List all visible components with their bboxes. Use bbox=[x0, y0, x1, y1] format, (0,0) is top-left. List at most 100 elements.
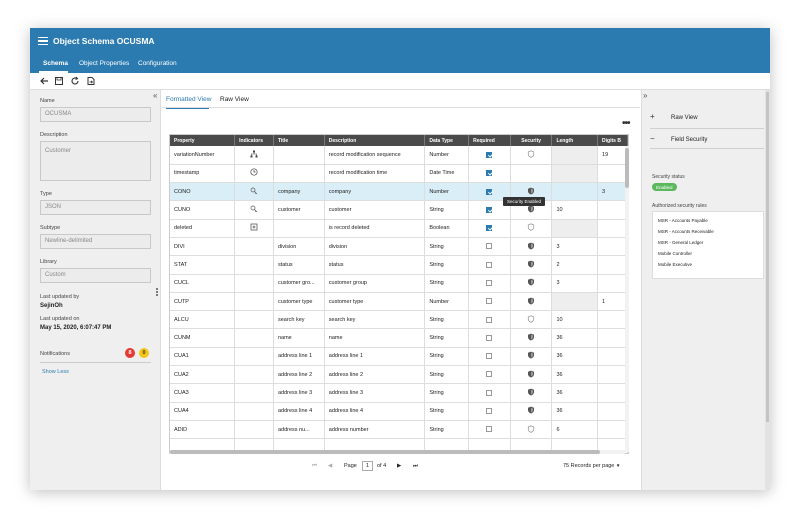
cell-digits[interactable]: 3 bbox=[597, 182, 628, 202]
cell-digits[interactable] bbox=[597, 237, 628, 257]
cell-data-type[interactable]: String bbox=[424, 383, 470, 403]
back-arrow-icon[interactable] bbox=[39, 76, 49, 86]
cell-title[interactable] bbox=[273, 219, 325, 238]
cell-property[interactable]: DIVI bbox=[170, 237, 236, 257]
cell-description[interactable]: record modification time bbox=[324, 164, 426, 184]
col-header-title[interactable]: Title bbox=[273, 135, 325, 146]
tab-schema[interactable]: Schema bbox=[43, 60, 68, 67]
cell-title[interactable]: address nu... bbox=[273, 420, 325, 440]
cell-data-type[interactable]: String bbox=[424, 310, 470, 330]
panel-scrollbar[interactable] bbox=[765, 90, 770, 490]
cell-description[interactable]: address line 1 bbox=[324, 347, 426, 367]
cell-description[interactable]: division bbox=[324, 237, 426, 257]
shield-icon[interactable] bbox=[527, 297, 535, 307]
description-field[interactable]: Customer bbox=[40, 141, 151, 181]
cell-description[interactable]: search key bbox=[324, 310, 426, 330]
col-header-security[interactable]: Security bbox=[510, 135, 553, 146]
cell-property[interactable]: CUNM bbox=[170, 328, 236, 348]
table-row[interactable]: variationNumber record modification seque… bbox=[170, 146, 628, 165]
cell-length[interactable] bbox=[551, 292, 599, 312]
page-input[interactable]: 1 bbox=[362, 461, 373, 471]
name-field[interactable]: OCUSMA bbox=[40, 107, 151, 122]
cell-data-type[interactable]: String bbox=[424, 420, 470, 440]
cell-data-type[interactable]: String bbox=[424, 200, 470, 220]
table-row[interactable]: CUNO customer customer String 10 bbox=[170, 200, 628, 220]
table-row[interactable]: CUA1 address line 1 address line 1 String 36 bbox=[170, 347, 628, 367]
required-checkbox[interactable] bbox=[486, 408, 493, 415]
cell-data-type[interactable]: Number bbox=[424, 292, 470, 312]
refresh-icon[interactable] bbox=[70, 76, 80, 86]
table-row[interactable]: ADID address nu... address number String 6 bbox=[170, 420, 628, 440]
field-security-section[interactable]: Field Security bbox=[671, 137, 708, 143]
shield-icon[interactable] bbox=[527, 370, 535, 380]
library-field[interactable]: Custom bbox=[40, 268, 151, 283]
cell-title[interactable]: company bbox=[273, 182, 325, 202]
more-options-icon[interactable]: ••• bbox=[622, 118, 630, 129]
cell-title[interactable] bbox=[273, 146, 325, 165]
shield-icon[interactable] bbox=[527, 187, 535, 197]
cell-title[interactable] bbox=[273, 438, 325, 453]
cell-property[interactable]: timestamp bbox=[170, 164, 236, 184]
subtype-field[interactable]: Newline-delimited bbox=[40, 234, 151, 249]
cell-property[interactable]: deleted bbox=[170, 219, 236, 238]
cell-title[interactable] bbox=[273, 164, 325, 184]
cell-property[interactable]: variationNumber bbox=[170, 146, 236, 165]
cell-data-type[interactable]: Number bbox=[424, 146, 470, 165]
collapse-icon[interactable]: − bbox=[650, 134, 655, 143]
shield-icon[interactable] bbox=[527, 242, 535, 252]
cell-description[interactable]: name bbox=[324, 328, 426, 348]
col-header-indicators[interactable]: Indicators bbox=[234, 135, 274, 146]
cell-length[interactable]: 36 bbox=[551, 383, 599, 403]
cell-property[interactable]: CUCL bbox=[170, 274, 236, 293]
cell-length[interactable]: 10 bbox=[551, 200, 599, 220]
cell-length[interactable]: 2 bbox=[551, 255, 599, 275]
tab-configuration[interactable]: Configuration bbox=[138, 60, 177, 67]
table-row[interactable]: CONO company company Number 3 bbox=[170, 182, 628, 202]
cell-property[interactable]: CUNO bbox=[170, 200, 236, 220]
cell-property[interactable]: ADID bbox=[170, 420, 236, 440]
cell-length[interactable]: 6 bbox=[551, 420, 599, 440]
table-row[interactable]: timestamp record modification time Date Ti… bbox=[170, 164, 628, 184]
col-header-data-type[interactable]: Data Type bbox=[424, 135, 470, 146]
cell-title[interactable]: division bbox=[273, 237, 325, 257]
cell-data-type[interactable]: String bbox=[424, 237, 470, 257]
cell-digits[interactable] bbox=[597, 200, 628, 220]
next-page-button[interactable]: ▶ bbox=[397, 463, 402, 469]
cell-property[interactable]: CUA3 bbox=[170, 383, 236, 403]
shield-icon[interactable] bbox=[527, 278, 535, 288]
required-checkbox[interactable] bbox=[486, 170, 493, 177]
cell-data-type[interactable]: String bbox=[424, 274, 470, 293]
cell-length[interactable]: 3 bbox=[551, 237, 599, 257]
cell-description[interactable]: status bbox=[324, 255, 426, 275]
cell-digits[interactable] bbox=[597, 420, 628, 440]
grid-vertical-scrollbar[interactable] bbox=[625, 146, 629, 452]
cell-property[interactable]: CONO bbox=[170, 182, 236, 202]
required-checkbox[interactable] bbox=[486, 243, 493, 250]
cell-description[interactable]: address line 3 bbox=[324, 383, 426, 403]
required-checkbox[interactable] bbox=[486, 371, 493, 378]
collapse-left-panel-icon[interactable]: « bbox=[153, 91, 158, 100]
table-row[interactable]: CUA3 address line 3 address line 3 String 36 bbox=[170, 383, 628, 403]
cell-length[interactable]: 36 bbox=[551, 347, 599, 367]
col-header-required[interactable]: Required bbox=[468, 135, 511, 146]
cell-data-type[interactable]: String bbox=[424, 328, 470, 348]
shield-icon[interactable] bbox=[527, 388, 535, 398]
col-header-property[interactable]: Property bbox=[170, 135, 236, 146]
tab-raw-view[interactable]: Raw View bbox=[220, 96, 249, 103]
tab-formatted-view[interactable]: Formatted View bbox=[166, 96, 212, 103]
cell-description[interactable]: record modification sequence bbox=[324, 146, 426, 165]
scroll-thumb[interactable] bbox=[766, 92, 769, 422]
cell-property[interactable]: STAT bbox=[170, 255, 236, 275]
table-row[interactable]: ALCU search key search key String 10 bbox=[170, 310, 628, 330]
cell-digits[interactable] bbox=[597, 383, 628, 403]
cell-digits[interactable] bbox=[597, 219, 628, 238]
table-row[interactable]: CUNM name name String 36 bbox=[170, 328, 628, 348]
cell-description[interactable]: company bbox=[324, 182, 426, 202]
cell-digits[interactable]: 1 bbox=[597, 292, 628, 312]
cell-length[interactable] bbox=[551, 219, 599, 238]
cell-digits[interactable] bbox=[597, 347, 628, 367]
col-header-description[interactable]: Description bbox=[324, 135, 426, 146]
cell-title[interactable]: address line 1 bbox=[273, 347, 325, 367]
cell-description[interactable]: address line 2 bbox=[324, 365, 426, 385]
cell-length[interactable]: 36 bbox=[551, 328, 599, 348]
